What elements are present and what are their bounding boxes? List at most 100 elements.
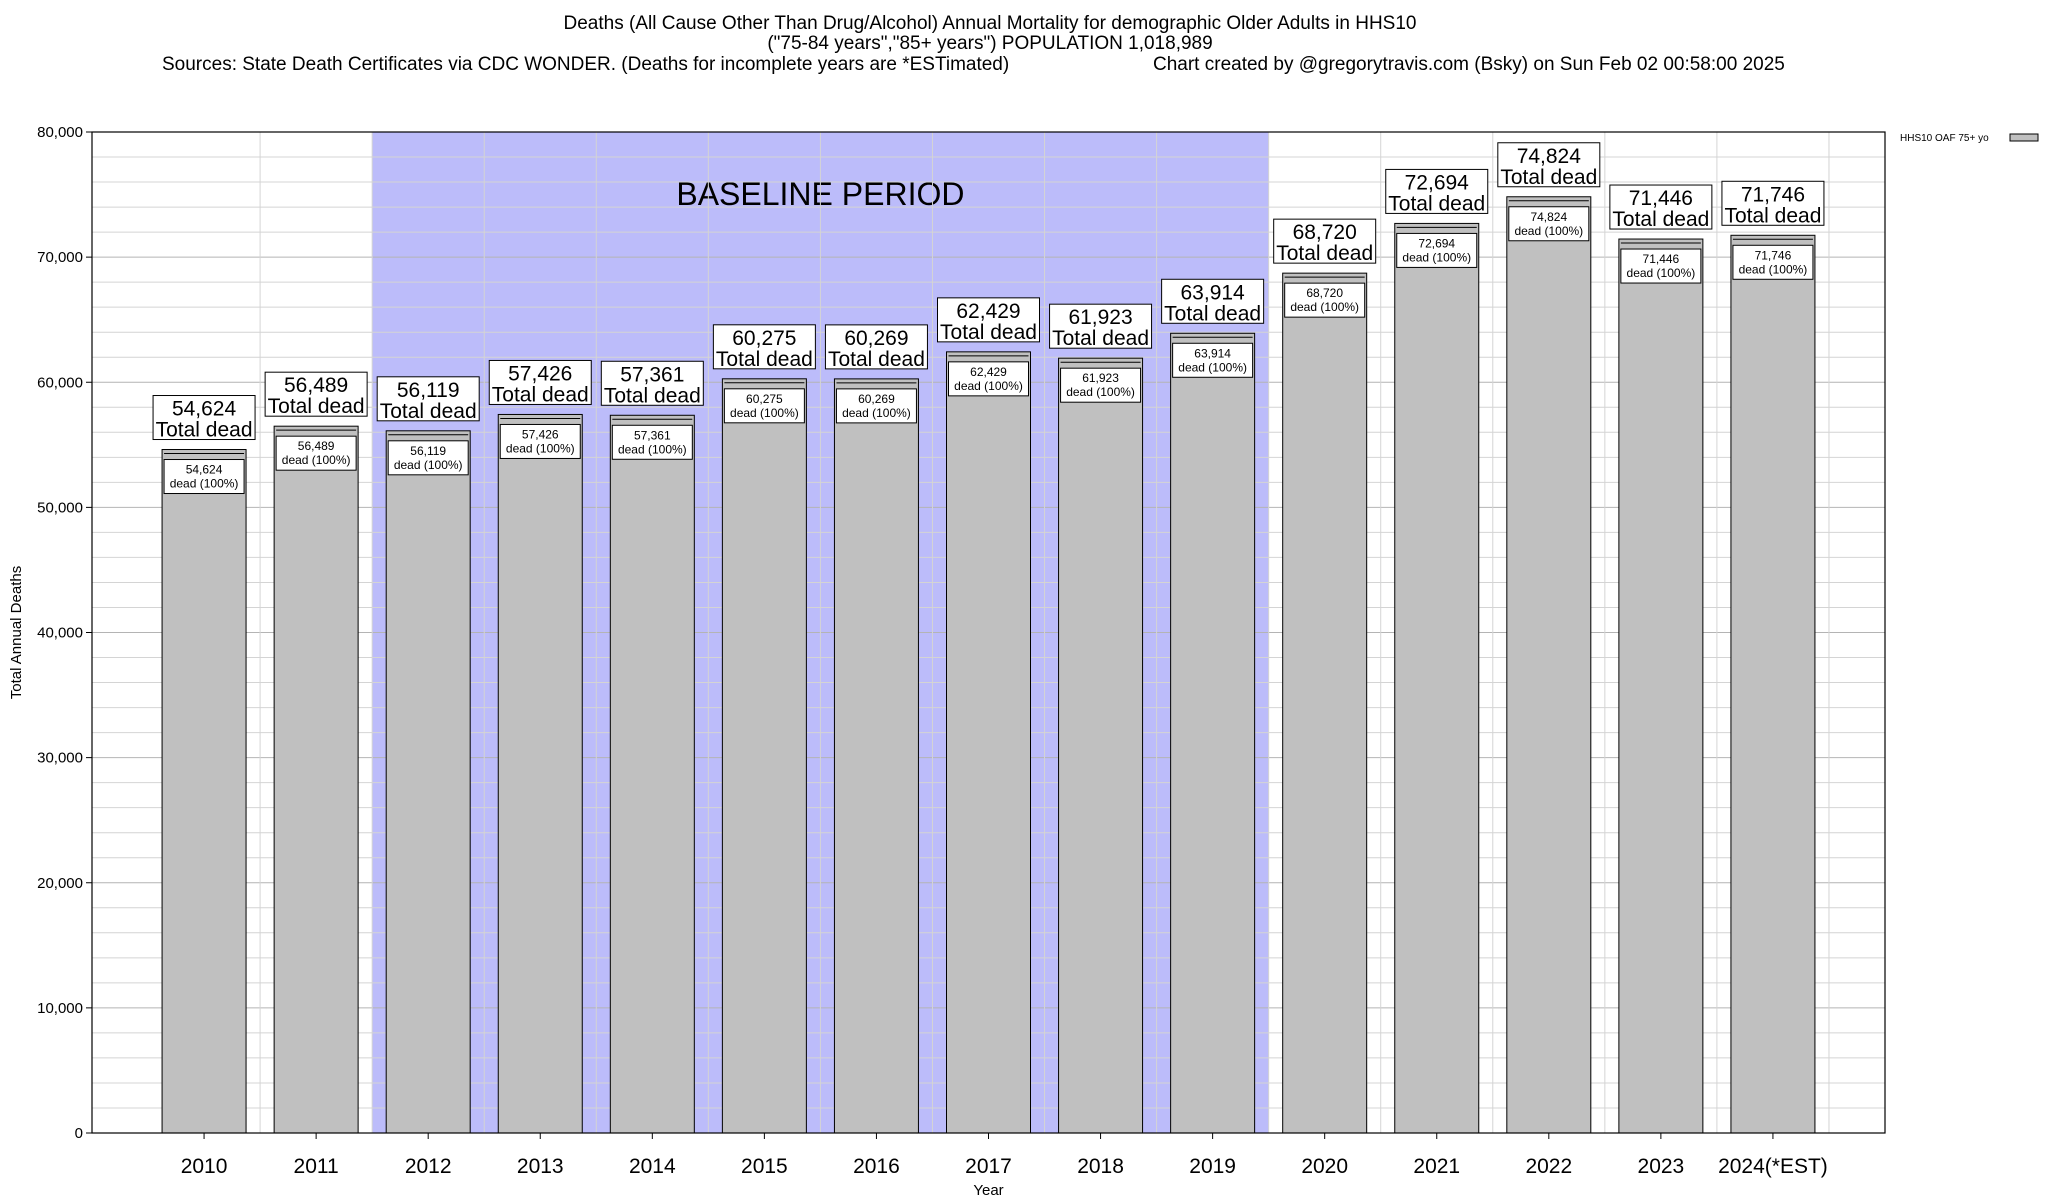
inner-dead-label-box — [1396, 232, 1478, 268]
x-tick-label: 2013 — [517, 1155, 564, 1178]
total-dead-label-box — [152, 395, 256, 441]
inner-dead-label-box — [499, 423, 581, 459]
bar — [1282, 272, 1368, 1134]
total-dead-value: 63,914 — [1181, 281, 1246, 304]
inner-dead-suffix: dead (100%) — [1402, 250, 1471, 264]
bar — [609, 414, 695, 1134]
inner-dead-value: 56,489 — [298, 439, 335, 453]
chart-credit: Chart created by @gregorytravis.com (Bsk… — [1153, 54, 1785, 75]
x-axis-title: Year — [973, 1182, 1003, 1199]
x-tick-label: 2016 — [853, 1155, 900, 1178]
total-dead-suffix: Total dead — [1724, 204, 1821, 227]
inner-dead-label-box — [163, 459, 245, 495]
total-dead-suffix: Total dead — [380, 400, 477, 423]
y-tick-label: 40,000 — [37, 625, 83, 642]
inner-dead-value: 63,914 — [1194, 346, 1231, 360]
inner-dead-suffix: dead (100%) — [394, 458, 463, 472]
total-dead-value: 57,426 — [508, 362, 572, 385]
inner-dead-label-box — [1732, 244, 1814, 280]
x-tick-label: 2020 — [1301, 1155, 1348, 1178]
total-dead-value: 60,269 — [844, 327, 908, 350]
total-dead-suffix: Total dead — [268, 395, 365, 418]
total-dead-value: 57,361 — [620, 363, 684, 386]
inner-dead-value: 56,119 — [410, 444, 446, 458]
y-tick-label: 20,000 — [37, 875, 83, 892]
x-tick-label: 2021 — [1413, 1155, 1460, 1178]
bar — [1618, 238, 1704, 1134]
legend-swatch — [2009, 133, 2039, 142]
legend: HHS10 OAF 75+ yo — [1900, 133, 2039, 144]
bar — [161, 449, 247, 1134]
total-dead-suffix: Total dead — [1500, 166, 1597, 189]
y-tick-label: 80,000 — [37, 124, 83, 141]
bar — [1730, 234, 1816, 1134]
bar — [1170, 332, 1256, 1134]
total-dead-suffix: Total dead — [828, 348, 925, 371]
inner-dead-label-box — [1172, 342, 1254, 378]
x-tick-label: 2014 — [629, 1155, 676, 1178]
inner-dead-label-box — [1620, 248, 1702, 284]
y-tick-label: 30,000 — [37, 750, 83, 767]
inner-dead-value: 57,361 — [634, 428, 671, 442]
inner-dead-value: 60,275 — [746, 392, 783, 406]
y-tick-label: 60,000 — [37, 374, 83, 391]
x-tick-label: 2017 — [965, 1155, 1012, 1178]
total-dead-label-box — [824, 324, 928, 370]
inner-dead-suffix: dead (100%) — [618, 442, 687, 456]
inner-dead-label-box — [611, 424, 693, 460]
inner-dead-suffix: dead (100%) — [842, 406, 911, 420]
total-dead-suffix: Total dead — [1052, 327, 1149, 350]
total-dead-label-box — [1385, 168, 1489, 214]
x-axis-ticks: 2010 2011 2012 2013 2014 2015 2016 2017 2018 2019… — [181, 1133, 1828, 1178]
total-dead-suffix: Total dead — [1276, 242, 1373, 265]
total-dead-label-box — [1609, 184, 1713, 230]
y-axis-ticks: 0 10,000 20,000 30,000 40,000 50,000 60,000 70,… — [37, 124, 92, 1142]
x-tick-label: 2015 — [741, 1155, 788, 1178]
total-dead-label-box — [712, 324, 816, 370]
total-dead-label-box — [376, 376, 480, 422]
inner-dead-suffix: dead (100%) — [1627, 266, 1696, 280]
total-dead-label-box — [600, 360, 704, 406]
inner-dead-label-box — [387, 440, 469, 476]
x-tick-label: 2022 — [1525, 1155, 1572, 1178]
legend-label: HHS10 OAF 75+ yo — [1900, 133, 1989, 144]
inner-dead-suffix: dead (100%) — [282, 453, 351, 467]
inner-dead-suffix: dead (100%) — [1290, 300, 1359, 314]
bar — [1058, 357, 1144, 1134]
total-dead-suffix: Total dead — [1164, 302, 1261, 325]
total-dead-suffix: Total dead — [940, 321, 1037, 344]
total-dead-label-box — [1497, 142, 1601, 188]
bar — [273, 425, 359, 1134]
total-dead-suffix: Total dead — [156, 419, 253, 442]
chart-title-line-2: ("75-84 years","85+ years") POPULATION 1… — [767, 33, 1213, 54]
axis-titles: Year Total Annual Deaths — [8, 566, 1004, 1199]
inner-dead-value: 61,923 — [1082, 371, 1119, 385]
y-tick-label: 10,000 — [37, 1000, 83, 1017]
inner-dead-suffix: dead (100%) — [1066, 385, 1135, 399]
total-dead-value: 54,624 — [172, 398, 237, 421]
total-dead-label-box — [1049, 303, 1153, 349]
total-dead-value: 71,746 — [1741, 183, 1805, 206]
inner-dead-value: 60,269 — [858, 392, 895, 406]
total-dead-label-box — [1273, 218, 1377, 264]
inner-dead-value: 68,720 — [1306, 286, 1343, 300]
total-dead-suffix: Total dead — [604, 384, 701, 407]
inner-dead-value: 54,624 — [186, 463, 223, 477]
inner-dead-suffix: dead (100%) — [1514, 224, 1583, 238]
inner-dead-suffix: dead (100%) — [506, 441, 575, 455]
bar — [1394, 222, 1480, 1134]
inner-dead-suffix: dead (100%) — [954, 379, 1023, 393]
inner-dead-label-box — [275, 435, 357, 471]
bar — [1506, 196, 1592, 1134]
x-tick-label: 2011 — [294, 1155, 339, 1178]
y-axis-title: Total Annual Deaths — [8, 566, 25, 699]
inner-dead-value: 57,426 — [522, 427, 559, 441]
inner-dead-suffix: dead (100%) — [1178, 360, 1247, 374]
total-dead-label-box — [1161, 278, 1265, 324]
total-dead-label-box — [937, 297, 1040, 343]
inner-dead-label-box — [835, 388, 917, 424]
bar — [946, 351, 1031, 1134]
inner-dead-value: 62,429 — [970, 365, 1007, 379]
total-dead-suffix: Total dead — [1388, 192, 1485, 215]
